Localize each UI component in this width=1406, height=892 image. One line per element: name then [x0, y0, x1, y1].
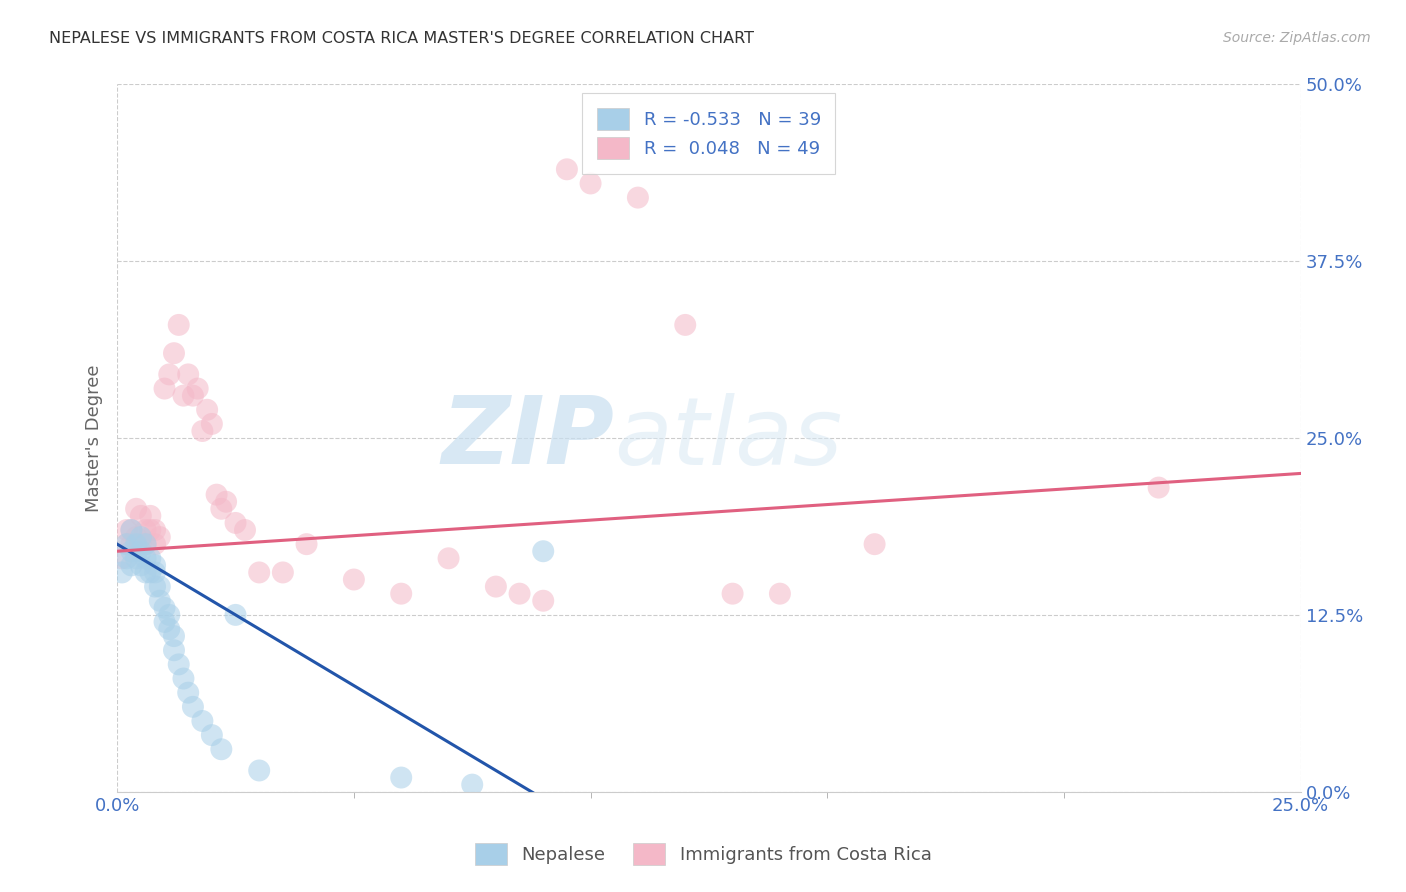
- Point: [485, 580, 508, 594]
- Point: [157, 622, 180, 636]
- Point: [111, 566, 134, 580]
- Point: [191, 714, 214, 728]
- Point: [579, 177, 602, 191]
- Point: [129, 558, 152, 573]
- Point: [143, 566, 166, 580]
- Point: [153, 382, 176, 396]
- Point: [120, 558, 142, 573]
- Point: [209, 501, 232, 516]
- Point: [157, 368, 180, 382]
- Point: [120, 523, 142, 537]
- Point: [139, 523, 162, 537]
- Point: [129, 537, 152, 551]
- Point: [149, 580, 172, 594]
- Y-axis label: Master's Degree: Master's Degree: [86, 364, 103, 512]
- Point: [149, 593, 172, 607]
- Point: [135, 551, 157, 566]
- Point: [157, 607, 180, 622]
- Point: [115, 537, 138, 551]
- Point: [172, 672, 194, 686]
- Text: ZIP: ZIP: [441, 392, 614, 484]
- Legend: R = -0.533   N = 39, R =  0.048   N = 49: R = -0.533 N = 39, R = 0.048 N = 49: [582, 94, 835, 174]
- Point: [247, 566, 270, 580]
- Text: atlas: atlas: [614, 392, 842, 483]
- Point: [135, 523, 157, 537]
- Point: [139, 508, 162, 523]
- Point: [531, 544, 554, 558]
- Point: [153, 600, 176, 615]
- Point: [135, 566, 157, 580]
- Point: [143, 580, 166, 594]
- Point: [135, 537, 157, 551]
- Point: [215, 494, 238, 508]
- Point: [177, 686, 200, 700]
- Point: [627, 191, 650, 205]
- Point: [271, 566, 294, 580]
- Point: [115, 537, 138, 551]
- Point: [135, 537, 157, 551]
- Point: [343, 573, 366, 587]
- Point: [125, 551, 148, 566]
- Point: [205, 488, 228, 502]
- Point: [673, 318, 696, 332]
- Point: [139, 566, 162, 580]
- Point: [125, 530, 148, 544]
- Point: [129, 508, 152, 523]
- Point: [143, 523, 166, 537]
- Point: [163, 643, 186, 657]
- Point: [201, 417, 224, 431]
- Point: [120, 537, 142, 551]
- Point: [187, 382, 209, 396]
- Point: [191, 424, 214, 438]
- Point: [389, 771, 412, 785]
- Text: Source: ZipAtlas.com: Source: ZipAtlas.com: [1223, 31, 1371, 45]
- Point: [167, 318, 190, 332]
- Point: [195, 402, 218, 417]
- Point: [225, 516, 247, 530]
- Point: [555, 162, 578, 177]
- Point: [181, 699, 204, 714]
- Point: [120, 544, 142, 558]
- Point: [247, 764, 270, 778]
- Point: [139, 551, 162, 566]
- Point: [209, 742, 232, 756]
- Point: [201, 728, 224, 742]
- Point: [163, 346, 186, 360]
- Point: [120, 523, 142, 537]
- Point: [143, 537, 166, 551]
- Point: [721, 587, 744, 601]
- Point: [143, 558, 166, 573]
- Point: [863, 537, 886, 551]
- Point: [461, 778, 484, 792]
- Point: [125, 537, 148, 551]
- Point: [129, 530, 152, 544]
- Point: [769, 587, 792, 601]
- Legend: Nepalese, Immigrants from Costa Rica: Nepalese, Immigrants from Costa Rica: [465, 834, 941, 874]
- Point: [295, 537, 318, 551]
- Point: [163, 629, 186, 643]
- Point: [111, 551, 134, 566]
- Point: [1147, 481, 1170, 495]
- Point: [115, 523, 138, 537]
- Point: [153, 615, 176, 629]
- Point: [167, 657, 190, 672]
- Point: [125, 501, 148, 516]
- Point: [177, 368, 200, 382]
- Point: [181, 389, 204, 403]
- Point: [389, 587, 412, 601]
- Point: [531, 593, 554, 607]
- Point: [115, 551, 138, 566]
- Point: [172, 389, 194, 403]
- Point: [225, 607, 247, 622]
- Point: [509, 587, 531, 601]
- Point: [233, 523, 256, 537]
- Text: NEPALESE VS IMMIGRANTS FROM COSTA RICA MASTER'S DEGREE CORRELATION CHART: NEPALESE VS IMMIGRANTS FROM COSTA RICA M…: [49, 31, 754, 46]
- Point: [437, 551, 460, 566]
- Point: [129, 544, 152, 558]
- Point: [149, 530, 172, 544]
